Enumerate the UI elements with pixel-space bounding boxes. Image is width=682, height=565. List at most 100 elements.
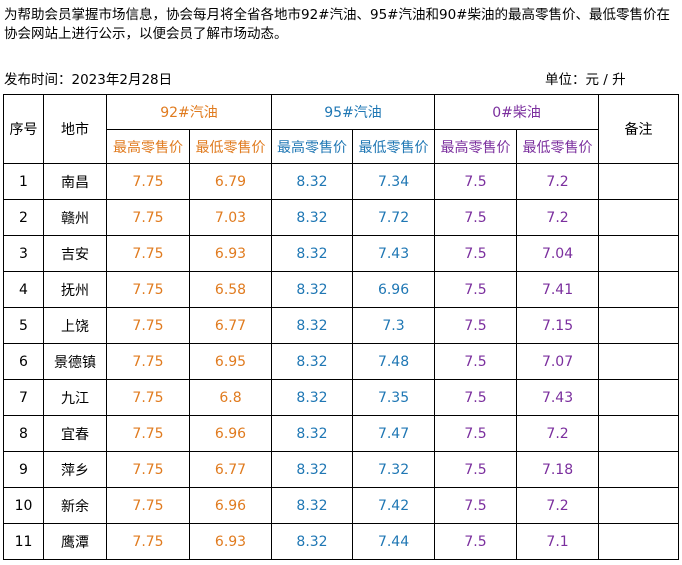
cell-92-max: 7.75 xyxy=(106,379,190,416)
cell-92-max: 7.75 xyxy=(106,271,190,308)
header-diesel-0: 0#柴油 xyxy=(434,94,600,130)
cell-city: 上饶 xyxy=(43,307,107,344)
cell-diesel-max: 7.5 xyxy=(434,379,518,416)
header-95-max: 最高零售价 xyxy=(271,129,354,164)
cell-diesel-max: 7.5 xyxy=(434,307,518,344)
cell-remark xyxy=(598,235,680,272)
cell-92-max: 7.75 xyxy=(106,523,190,560)
header-diesel-max: 最高零售价 xyxy=(434,129,518,164)
header-92-min: 最低零售价 xyxy=(188,129,273,164)
unit-label: 单位：元 / 升 xyxy=(545,72,626,88)
cell-92-min: 6.96 xyxy=(188,487,273,524)
cell-diesel-min: 7.18 xyxy=(516,451,600,488)
cell-95-min: 7.43 xyxy=(352,235,436,272)
cell-92-min: 6.96 xyxy=(188,415,273,452)
table-row: 2 赣州 7.75 7.03 8.32 7.72 7.5 7.2 xyxy=(3,199,680,236)
publish-date: 发布时间：2023年2月28日 xyxy=(4,72,173,88)
cell-index: 3 xyxy=(3,235,44,272)
cell-index: 4 xyxy=(3,271,44,308)
header-gasoline-95: 95#汽油 xyxy=(271,94,436,130)
cell-city: 吉安 xyxy=(43,235,107,272)
price-table: 序号 地市 92#汽油 95#汽油 0#柴油 备注 最高零售价 最低零售价 最高… xyxy=(3,94,680,560)
cell-index: 5 xyxy=(3,307,44,344)
cell-92-min: 6.77 xyxy=(188,451,273,488)
cell-95-max: 8.32 xyxy=(271,199,354,236)
table-row: 4 抚州 7.75 6.58 8.32 6.96 7.5 7.41 xyxy=(3,271,680,308)
cell-city: 新余 xyxy=(43,487,107,524)
cell-diesel-min: 7.2 xyxy=(516,487,600,524)
cell-95-max: 8.32 xyxy=(271,307,354,344)
header-remark: 备注 xyxy=(598,94,680,164)
cell-remark xyxy=(598,451,680,488)
cell-95-max: 8.32 xyxy=(271,235,354,272)
cell-index: 9 xyxy=(3,451,44,488)
header-gasoline-92: 92#汽油 xyxy=(105,94,273,130)
cell-95-min: 7.34 xyxy=(352,163,436,200)
cell-city: 九江 xyxy=(43,379,107,416)
header-index: 序号 xyxy=(3,94,44,164)
table-row: 11 鹰潭 7.75 6.93 8.32 7.44 7.5 7.1 xyxy=(3,523,680,560)
cell-index: 10 xyxy=(3,487,44,524)
cell-city: 南昌 xyxy=(43,163,107,200)
cell-remark xyxy=(598,271,680,308)
cell-diesel-min: 7.2 xyxy=(516,415,600,452)
cell-remark xyxy=(598,379,680,416)
cell-city: 萍乡 xyxy=(43,451,107,488)
cell-95-min: 7.42 xyxy=(352,487,436,524)
cell-95-max: 8.32 xyxy=(271,451,354,488)
cell-remark xyxy=(598,343,680,380)
cell-diesel-min: 7.43 xyxy=(516,379,600,416)
cell-remark xyxy=(598,199,680,236)
cell-92-min: 6.95 xyxy=(188,343,273,380)
cell-95-min: 7.48 xyxy=(352,343,436,380)
cell-92-min: 6.58 xyxy=(188,271,273,308)
cell-95-min: 7.47 xyxy=(352,415,436,452)
cell-92-max: 7.75 xyxy=(106,343,190,380)
cell-diesel-min: 7.41 xyxy=(516,271,600,308)
cell-remark xyxy=(598,523,680,560)
cell-index: 11 xyxy=(3,523,44,560)
cell-diesel-max: 7.5 xyxy=(434,415,518,452)
cell-92-max: 7.75 xyxy=(106,163,190,200)
cell-diesel-min: 7.2 xyxy=(516,199,600,236)
cell-95-max: 8.32 xyxy=(271,415,354,452)
cell-95-max: 8.32 xyxy=(271,487,354,524)
cell-95-max: 8.32 xyxy=(271,523,354,560)
table-row: 9 萍乡 7.75 6.77 8.32 7.32 7.5 7.18 xyxy=(3,451,680,488)
cell-92-max: 7.75 xyxy=(106,235,190,272)
table-row: 5 上饶 7.75 6.77 8.32 7.3 7.5 7.15 xyxy=(3,307,680,344)
cell-diesel-max: 7.5 xyxy=(434,451,518,488)
cell-92-max: 7.75 xyxy=(106,487,190,524)
intro-paragraph: 为帮助会员掌握市场信息，协会每月将全省各地市92#汽油、95#汽油和90#柴油的… xyxy=(4,7,670,42)
cell-diesel-min: 7.07 xyxy=(516,343,600,380)
cell-95-max: 8.32 xyxy=(271,379,354,416)
meta-row: 发布时间：2023年2月28日 单位：元 / 升 xyxy=(4,70,676,90)
cell-diesel-min: 7.2 xyxy=(516,163,600,200)
cell-95-min: 7.32 xyxy=(352,451,436,488)
cell-95-min: 7.35 xyxy=(352,379,436,416)
cell-92-min: 6.93 xyxy=(188,235,273,272)
cell-diesel-max: 7.5 xyxy=(434,487,518,524)
cell-95-min: 7.44 xyxy=(352,523,436,560)
cell-92-max: 7.75 xyxy=(106,451,190,488)
cell-92-min: 6.79 xyxy=(188,163,273,200)
table-body: 1 南昌 7.75 6.79 8.32 7.34 7.5 7.2 2 赣州 7.75 7.03 8.32… xyxy=(3,163,680,560)
cell-city: 鹰潭 xyxy=(43,523,107,560)
cell-95-min: 6.96 xyxy=(352,271,436,308)
cell-diesel-min: 7.15 xyxy=(516,307,600,344)
header-city: 地市 xyxy=(43,94,107,164)
cell-95-max: 8.32 xyxy=(271,163,354,200)
cell-92-max: 7.75 xyxy=(106,307,190,344)
cell-remark xyxy=(598,487,680,524)
cell-92-max: 7.75 xyxy=(106,199,190,236)
header-95-min: 最低零售价 xyxy=(352,129,436,164)
cell-92-min: 6.8 xyxy=(188,379,273,416)
cell-92-min: 7.03 xyxy=(188,199,273,236)
cell-city: 抚州 xyxy=(43,271,107,308)
cell-95-max: 8.32 xyxy=(271,343,354,380)
cell-diesel-max: 7.5 xyxy=(434,163,518,200)
cell-index: 7 xyxy=(3,379,44,416)
cell-remark xyxy=(598,163,680,200)
table-row: 1 南昌 7.75 6.79 8.32 7.34 7.5 7.2 xyxy=(3,163,680,200)
cell-diesel-min: 7.1 xyxy=(516,523,600,560)
